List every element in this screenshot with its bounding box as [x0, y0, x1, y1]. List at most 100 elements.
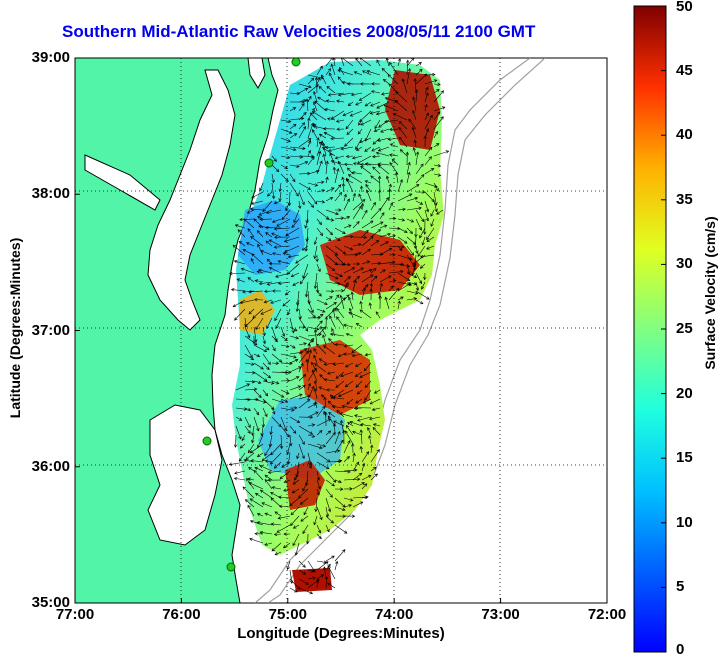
velocity-arrow — [379, 212, 385, 220]
velocity-arrow — [249, 443, 264, 454]
velocity-arrow — [298, 342, 307, 346]
velocity-arrow — [316, 326, 327, 337]
velocity-arrow — [249, 498, 264, 508]
x-tick-label: 75:00 — [268, 606, 307, 623]
velocity-arrow — [280, 416, 288, 432]
velocity-arrow — [347, 101, 354, 106]
velocity-arrow — [280, 119, 292, 124]
velocity-arrow — [282, 252, 291, 256]
velocity-arrow — [334, 487, 344, 491]
velocity-arrow — [397, 179, 403, 193]
velocity-arrow — [361, 287, 366, 301]
velocity-arrow — [406, 245, 415, 256]
velocity-arrow — [253, 326, 258, 343]
velocity-arrow — [244, 362, 255, 366]
velocity-arrow — [280, 335, 288, 341]
velocity-arrow — [320, 325, 327, 337]
velocity-arrow — [325, 555, 335, 562]
velocity-arrow — [249, 537, 264, 544]
velocity-arrow — [325, 272, 339, 280]
velocity-arrow — [406, 206, 422, 211]
velocity-arrow — [277, 281, 291, 285]
velocity-arrow — [371, 407, 381, 411]
velocity-arrow — [328, 72, 336, 85]
velocity-arrow — [280, 370, 292, 375]
velocity-arrow — [280, 389, 290, 395]
velocity-arrow — [295, 254, 309, 264]
velocity-arrow — [248, 481, 264, 490]
velocity-arrow — [327, 92, 345, 97]
velocity-arrow — [316, 470, 321, 481]
velocity-arrow — [388, 234, 396, 238]
velocity-arrow — [280, 353, 297, 359]
colorbar-tick-label: 0 — [676, 641, 685, 658]
velocity-arrow — [408, 118, 417, 130]
velocity-arrow — [337, 160, 345, 175]
velocity-arrow — [378, 295, 382, 310]
velocity-arrow — [265, 232, 273, 238]
velocity-arrow — [230, 288, 246, 292]
velocity-arrow — [325, 197, 334, 202]
y-tick-label: 38:00 — [31, 185, 70, 203]
velocity-arrow — [332, 166, 337, 175]
velocity-arrow — [388, 270, 404, 274]
velocity-arrow — [325, 209, 339, 216]
velocity-arrow — [336, 127, 345, 131]
velocity-arrow — [433, 82, 441, 87]
velocity-arrow — [262, 326, 266, 337]
velocity-arrow — [316, 263, 321, 273]
velocity-arrow — [307, 182, 319, 187]
radar-station-marker — [202, 436, 212, 446]
velocity-arrow — [421, 281, 426, 290]
velocity-arrow — [289, 123, 297, 130]
velocity-arrow — [426, 227, 435, 241]
y-tick-label: 37:00 — [31, 321, 70, 339]
high-velocity-region — [292, 568, 332, 592]
velocity-arrow — [397, 296, 404, 301]
velocity-arrow — [334, 168, 340, 184]
velocity-arrow — [271, 542, 282, 552]
velocity-arrow — [397, 218, 406, 222]
velocity-arrow — [355, 380, 363, 388]
velocity-arrow — [380, 92, 390, 96]
velocity-arrow — [357, 128, 363, 135]
velocity-arrow — [324, 316, 328, 328]
velocity-arrow — [355, 398, 363, 404]
velocity-arrow — [289, 116, 305, 121]
velocity-arrow — [307, 443, 323, 450]
velocity-arrow — [271, 164, 280, 173]
velocity-arrow — [307, 367, 317, 382]
velocity-arrow — [304, 281, 309, 298]
velocity-arrow — [235, 416, 243, 421]
velocity-arrow — [345, 177, 354, 193]
velocity-arrow — [406, 272, 418, 278]
velocity-arrow — [252, 308, 264, 319]
velocity-arrow — [312, 90, 318, 103]
velocity-arrow — [359, 137, 372, 144]
velocity-arrow — [343, 468, 358, 472]
axis-ticks — [74, 57, 608, 604]
velocity-arrow — [343, 253, 359, 257]
velocity-arrow — [298, 399, 311, 409]
velocity-arrow — [275, 272, 291, 278]
velocity-arrow — [237, 229, 246, 238]
velocity-arrow — [361, 229, 369, 238]
velocity-arrow — [326, 117, 336, 121]
velocity-arrow — [266, 258, 273, 265]
velocity-arrow — [351, 344, 363, 353]
velocity-arrow — [265, 240, 273, 247]
velocity-arrow — [316, 320, 323, 328]
colorbar-tick-label: 5 — [676, 578, 685, 596]
velocity-arrow — [359, 371, 372, 378]
velocity-arrow — [316, 227, 323, 237]
velocity-arrow — [388, 216, 397, 221]
velocity-arrow — [325, 68, 332, 76]
colorbar — [633, 5, 667, 653]
velocity-arrow — [307, 156, 315, 166]
velocity-arrow — [316, 524, 322, 534]
velocity-arrow — [239, 217, 255, 222]
velocity-arrow — [292, 533, 300, 547]
velocity-arrow — [397, 236, 408, 244]
velocity-arrow — [329, 332, 345, 337]
velocity-arrow — [370, 201, 376, 211]
